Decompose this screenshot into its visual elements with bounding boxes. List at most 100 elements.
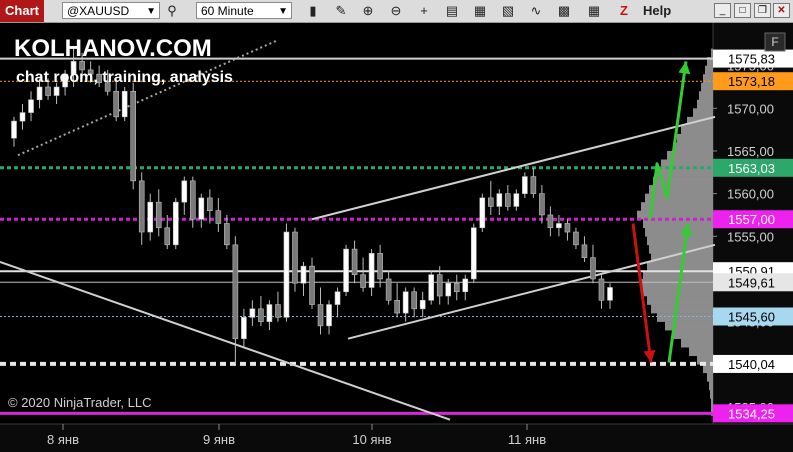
pencil-icon[interactable]: ✎ [335,3,347,18]
volume-profile-bar [710,389,713,399]
candle-body [190,180,196,220]
volume-profile-bar [701,82,713,92]
volume-profile-bar [703,74,713,84]
candle [402,287,409,322]
price-marker-box [713,49,793,68]
maximize-icon[interactable]: □ [734,3,751,18]
y-tick-label: 1560,00 [727,187,774,202]
candle-body [590,257,596,280]
candle [104,69,111,96]
zoom-in-icon[interactable]: ⊕ [362,3,374,18]
chart-toolbar: Chart @XAUUSD ▼ ⚲ 60 Minute ▼ ▮ ✎ ⊕ ⊖ + … [0,0,793,23]
candle-body [292,231,298,284]
candle-body [207,197,213,212]
plot-area[interactable] [0,23,713,424]
interval-select[interactable]: 60 Minute ▼ [196,2,292,19]
trend-line [17,39,279,157]
volume-profile-bar [681,338,713,348]
time-axis[interactable] [0,424,793,452]
help-menu[interactable]: Help [643,3,672,18]
candle [181,176,188,215]
candle-body [368,253,375,288]
close-icon[interactable]: ✕ [773,3,790,18]
candle-body [505,193,511,207]
price-marker-box [713,404,793,423]
candle [300,261,307,297]
candle [547,206,554,237]
candle [190,176,196,228]
copyright-text: © 2020 NinjaTrader, LLC [8,395,152,410]
restore-icon[interactable]: ❐ [754,3,771,18]
z-order-icon[interactable]: Z [620,3,628,18]
zoom-out-icon[interactable]: ⊖ [390,3,402,18]
search-icon[interactable]: ⚲ [167,3,177,18]
properties-icon[interactable]: ▤ [445,3,459,18]
y-tick-label: 1555,00 [727,229,774,244]
price-marker: 1557,00 [713,210,793,229]
chart-tab[interactable]: Chart [0,0,44,22]
candle-body [130,90,136,182]
drawing-tools-icon[interactable]: ▦ [473,3,487,18]
x-tick-label: 9 янв [203,432,235,447]
trend-lines [0,39,716,421]
candle-body [155,201,162,229]
candle-body [147,201,154,233]
candle-body [283,231,290,318]
forecast-arrow [631,223,653,363]
data-box-icon[interactable]: ▩ [557,3,571,18]
candle-body [445,282,452,297]
price-marker: 1563,03 [713,158,793,177]
instrument-value: @XAUUSD [67,4,130,18]
candle-body [419,299,426,310]
candle [283,223,290,322]
candle [53,82,60,105]
minimize-icon[interactable]: _ [714,3,731,18]
price-marker: 1540,04 [713,354,793,373]
price-markers: 1575,831573,181563,031557,001550,911549,… [713,49,793,423]
candle [505,185,511,211]
volume-profile-bar [689,347,713,357]
candle-body [70,61,77,75]
candle-body [496,193,503,207]
volume-profile-bar [681,125,713,135]
volume-profile-bar [651,304,713,314]
candlestick-series [11,48,613,365]
candle [428,270,435,305]
candle [164,214,171,250]
candle [147,193,154,241]
candle [419,291,426,318]
volume-profile-bar [703,364,713,374]
candle [224,214,230,250]
interval-value: 60 Minute [201,4,254,18]
candle [19,104,26,130]
candle [70,48,77,87]
volume-profile-bar [711,406,713,416]
candle-body [241,317,247,339]
candle-body [215,210,222,224]
candle [351,240,358,284]
candle [172,197,179,250]
instrument-select[interactable]: @XAUUSD ▼ [62,2,160,19]
volume-profile-bar [711,48,713,58]
volume-profile-bar [707,57,713,66]
arrow-head [643,349,656,363]
bar-style-icon[interactable]: ▮ [309,3,317,18]
trend-line [0,260,451,421]
candle-body [539,193,545,216]
chevron-down-icon: ▼ [146,6,156,17]
indicators-icon[interactable]: ▧ [501,3,515,18]
chart-trader-icon[interactable]: ▦ [587,3,601,18]
candle [496,189,503,215]
strategies-icon[interactable]: ∿ [530,3,542,18]
float-toggle-button[interactable] [764,32,786,52]
volume-profile-bar [673,330,713,339]
forecast-arrow [667,223,690,363]
volume-profile-bar [699,91,713,101]
candle [470,223,477,284]
y-tick-label: 1565,00 [727,144,774,159]
volume-profile-bar [677,133,713,143]
candle-body [113,90,119,118]
crosshair-icon[interactable]: + [420,3,428,18]
price-marker-label: 1557,00 [728,212,775,227]
